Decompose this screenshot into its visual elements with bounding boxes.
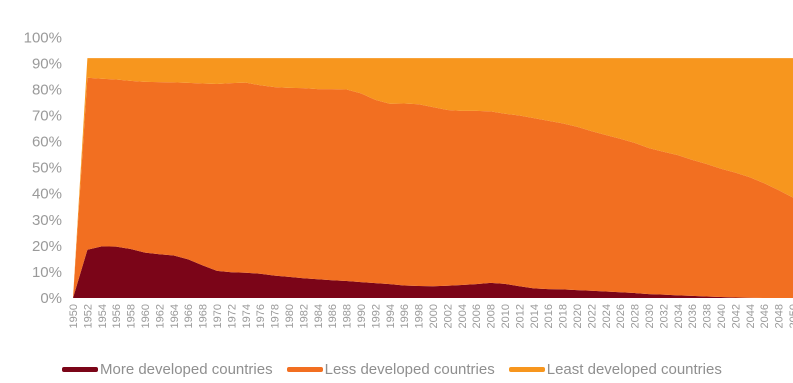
x-tick-label: 1972 [226, 304, 238, 328]
x-tick-label: 1990 [356, 304, 368, 328]
x-tick-label: 2050 [788, 304, 793, 328]
y-tick-label: 80% [32, 81, 62, 98]
x-tick-label: 2042 [730, 304, 742, 328]
x-tick-label: 2024 [601, 304, 613, 328]
x-tick-label: 2010 [500, 304, 512, 328]
x-tick-label: 1970 [212, 304, 224, 328]
y-tick-label: 0% [40, 290, 62, 307]
x-tick-label: 2034 [673, 304, 685, 328]
x-tick-label: 1960 [140, 304, 152, 328]
x-tick-label: 1988 [342, 304, 354, 328]
x-tick-label: 2026 [615, 304, 627, 328]
x-tick-label: 1998 [414, 304, 426, 328]
legend-swatch-less-developed [286, 366, 323, 372]
plot-areas [73, 58, 793, 299]
x-tick-label: 2030 [644, 304, 656, 328]
area-series-2 [73, 77, 793, 299]
y-tick-label: 10% [32, 264, 62, 281]
y-tick-label: 50% [32, 160, 62, 177]
y-tick-label: 90% [32, 55, 62, 72]
x-tick-label: 2008 [486, 304, 498, 328]
x-tick-label: 2048 [774, 304, 786, 328]
x-tick-label: 1956 [111, 304, 123, 328]
legend-swatch-least-developed [508, 366, 545, 372]
legend-item-more-developed: More developed countries [62, 361, 273, 378]
x-tick-label: 2012 [514, 304, 526, 328]
x-tick-label: 1994 [385, 304, 397, 328]
area-series-1 [73, 246, 793, 298]
x-tick-label: 2038 [702, 304, 714, 328]
y-axis-ticks: 0% 10% 20% 30% 40% 50% 60% 70% 80% 90% 100% [24, 29, 62, 307]
x-tick-label: 2016 [543, 304, 555, 328]
x-tick-label: 1982 [298, 304, 310, 328]
x-tick-label: 2046 [759, 304, 771, 328]
y-tick-label: 20% [32, 238, 62, 255]
x-tick-label: 1996 [399, 304, 411, 328]
x-tick-label: 2014 [529, 304, 541, 328]
x-tick-label: 2032 [658, 304, 670, 328]
x-tick-label: 2006 [471, 304, 483, 328]
y-tick-label: 100% [24, 29, 62, 46]
x-tick-label: 1992 [370, 304, 382, 328]
x-tick-label: 1964 [169, 304, 181, 328]
x-tick-label: 1978 [270, 304, 282, 328]
legend-swatch-more-developed [62, 366, 98, 372]
y-tick-label: 70% [32, 108, 62, 125]
x-tick-label: 2022 [586, 304, 598, 328]
x-tick-label: 2002 [442, 304, 454, 328]
x-tick-label: 1958 [126, 304, 138, 328]
x-tick-label: 1962 [154, 304, 166, 328]
x-tick-label: 1986 [327, 304, 339, 328]
x-tick-label: 2040 [716, 304, 728, 328]
x-tick-label: 1966 [183, 304, 195, 328]
x-tick-label: 2004 [457, 304, 469, 328]
x-tick-label: 2000 [428, 304, 440, 328]
y-tick-label: 40% [32, 186, 62, 203]
legend-item-least-developed: Least developed countries [508, 360, 722, 378]
x-tick-label: 2044 [745, 304, 757, 328]
legend-label-least-developed: Least developed countries [546, 360, 722, 378]
legend: More developed countries Less developed … [62, 359, 722, 379]
x-tick-label: 1984 [313, 304, 325, 328]
x-axis-ticks: 1950 1952 1954 1956 1958 1960 1962 1964 1966 1968… [68, 304, 793, 328]
legend-item-less-developed: Less developed countries [286, 360, 495, 378]
legend-label-more-developed: More developed countries [100, 360, 273, 378]
x-tick-label: 1968 [198, 304, 210, 328]
x-tick-label: 2018 [558, 304, 570, 328]
x-tick-label: 2020 [572, 304, 584, 328]
x-tick-label: 1976 [255, 304, 267, 328]
y-tick-label: 60% [32, 134, 62, 151]
x-tick-label: 2036 [687, 304, 699, 328]
x-tick-label: 1974 [241, 304, 253, 328]
legend-label-less-developed: Less developed countries [324, 360, 495, 378]
x-tick-label: 2028 [630, 304, 642, 328]
x-tick-label: 1952 [82, 304, 94, 328]
x-tick-label: 1950 [68, 304, 80, 328]
area-series-3 [73, 58, 793, 298]
x-tick-label: 1954 [97, 304, 109, 328]
y-tick-label: 30% [32, 212, 62, 229]
x-tick-label: 1980 [284, 304, 296, 328]
